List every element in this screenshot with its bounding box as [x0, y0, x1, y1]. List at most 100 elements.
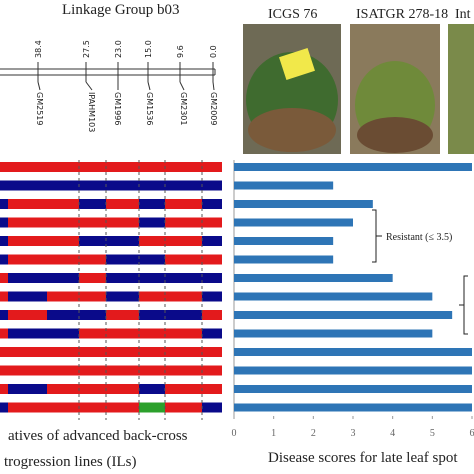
genotype-segment	[0, 384, 8, 394]
photo	[448, 24, 474, 154]
genotype-segment	[202, 162, 222, 172]
x-tick-label: 5	[430, 428, 435, 439]
genotype-segment	[47, 180, 79, 191]
genotype-segment	[106, 365, 139, 376]
genotype-segment	[8, 384, 47, 394]
marker-link	[37, 81, 41, 91]
genotype-segment	[8, 347, 47, 357]
x-tick-label: 3	[351, 428, 356, 439]
genotype-segment	[106, 347, 139, 357]
bar	[234, 348, 472, 356]
genotype-segment	[202, 180, 222, 191]
map-title: Linkage Group b03	[62, 2, 179, 18]
genotype-segment	[47, 328, 79, 339]
bracket	[459, 275, 468, 335]
genotype-segment	[165, 402, 202, 413]
genotype-segment	[165, 273, 202, 283]
bar	[234, 311, 453, 319]
genotype-segment	[0, 365, 8, 376]
genotype-segment	[47, 254, 79, 265]
genotype-segment	[165, 180, 202, 191]
genotype-segment	[202, 291, 222, 302]
genotype-segment	[8, 291, 47, 302]
genotype-segment	[139, 254, 165, 265]
genotype-segment	[139, 291, 165, 302]
genotype-segment	[79, 254, 106, 265]
marker-position: 23.0	[114, 40, 123, 58]
genotype-segment	[106, 236, 139, 246]
marker-link	[147, 81, 151, 91]
genotype-segment	[139, 162, 165, 172]
genotype-segment	[165, 217, 202, 228]
genotype-segment	[165, 291, 202, 302]
genotype-segment	[0, 273, 8, 283]
genotype-segment	[0, 328, 8, 339]
marker-position: 38.4	[34, 40, 43, 58]
bar	[234, 385, 472, 393]
x-tick-label: 1	[271, 428, 276, 439]
genotype-segment	[0, 180, 8, 191]
photo	[350, 24, 440, 154]
genotype-segment	[8, 217, 47, 228]
bar	[234, 366, 472, 375]
genotype-segment	[47, 291, 79, 302]
genotype-segment	[79, 347, 106, 357]
genotype-segment	[165, 199, 202, 209]
marker-name: GM2301	[179, 92, 188, 125]
genotype-segment	[47, 162, 79, 172]
x-axis-label: Disease scores for late leaf spot	[268, 450, 458, 466]
photo-label: ISATGR 278-18	[356, 7, 448, 22]
genotype-segment	[139, 328, 165, 339]
genotype-segment	[0, 310, 8, 320]
genotype-segment	[79, 236, 106, 246]
bar	[234, 403, 472, 412]
genotype-segment	[165, 328, 202, 339]
genotype-segment	[106, 310, 139, 320]
genotype-segment	[106, 384, 139, 394]
genotype-segment	[139, 365, 165, 376]
genotype-segment	[79, 310, 106, 320]
bar	[234, 274, 393, 282]
bar	[234, 200, 373, 208]
genotype-segment	[47, 384, 79, 394]
genotype-segment	[202, 254, 222, 265]
genotype-segment	[0, 162, 8, 172]
genotype-segment	[8, 180, 47, 191]
genotype-segment	[79, 365, 106, 376]
bar	[234, 218, 353, 227]
genotype-segment	[165, 236, 202, 246]
photo-label: Int	[455, 7, 471, 22]
bar	[234, 163, 472, 171]
genotype-segment	[8, 328, 47, 339]
genotype-segment	[79, 384, 106, 394]
bar	[234, 329, 433, 338]
genotype-segment	[139, 384, 165, 394]
marker-position: 0.0	[209, 45, 218, 58]
genotype-segment	[165, 347, 202, 357]
genotype-segment	[139, 402, 165, 413]
genotype-segment	[8, 254, 47, 265]
genotype-segment	[0, 254, 8, 265]
marker-link	[179, 81, 185, 91]
genotype-segment	[165, 254, 202, 265]
marker-position: 27.5	[82, 40, 91, 58]
genotype-segment	[8, 365, 47, 376]
marker-name: GM1996	[113, 92, 122, 125]
genotype-segment	[139, 180, 165, 191]
genotype-segment	[47, 236, 79, 246]
bar	[234, 255, 334, 264]
genotype-segment	[0, 199, 8, 209]
x-tick-label: 2	[311, 428, 316, 439]
genotype-segment	[202, 310, 222, 320]
genotype-segment	[79, 199, 106, 209]
genotype-segment	[47, 365, 79, 376]
caption: atives of advanced back-cross	[8, 428, 188, 444]
x-tick-label: 4	[390, 428, 395, 439]
genotype-segment	[8, 402, 47, 413]
genotype-segment	[79, 217, 106, 228]
x-tick-label: 6	[470, 428, 474, 439]
genotype-segment	[202, 365, 222, 376]
photo-label: ICGS 76	[268, 7, 317, 22]
marker-link	[212, 81, 215, 91]
